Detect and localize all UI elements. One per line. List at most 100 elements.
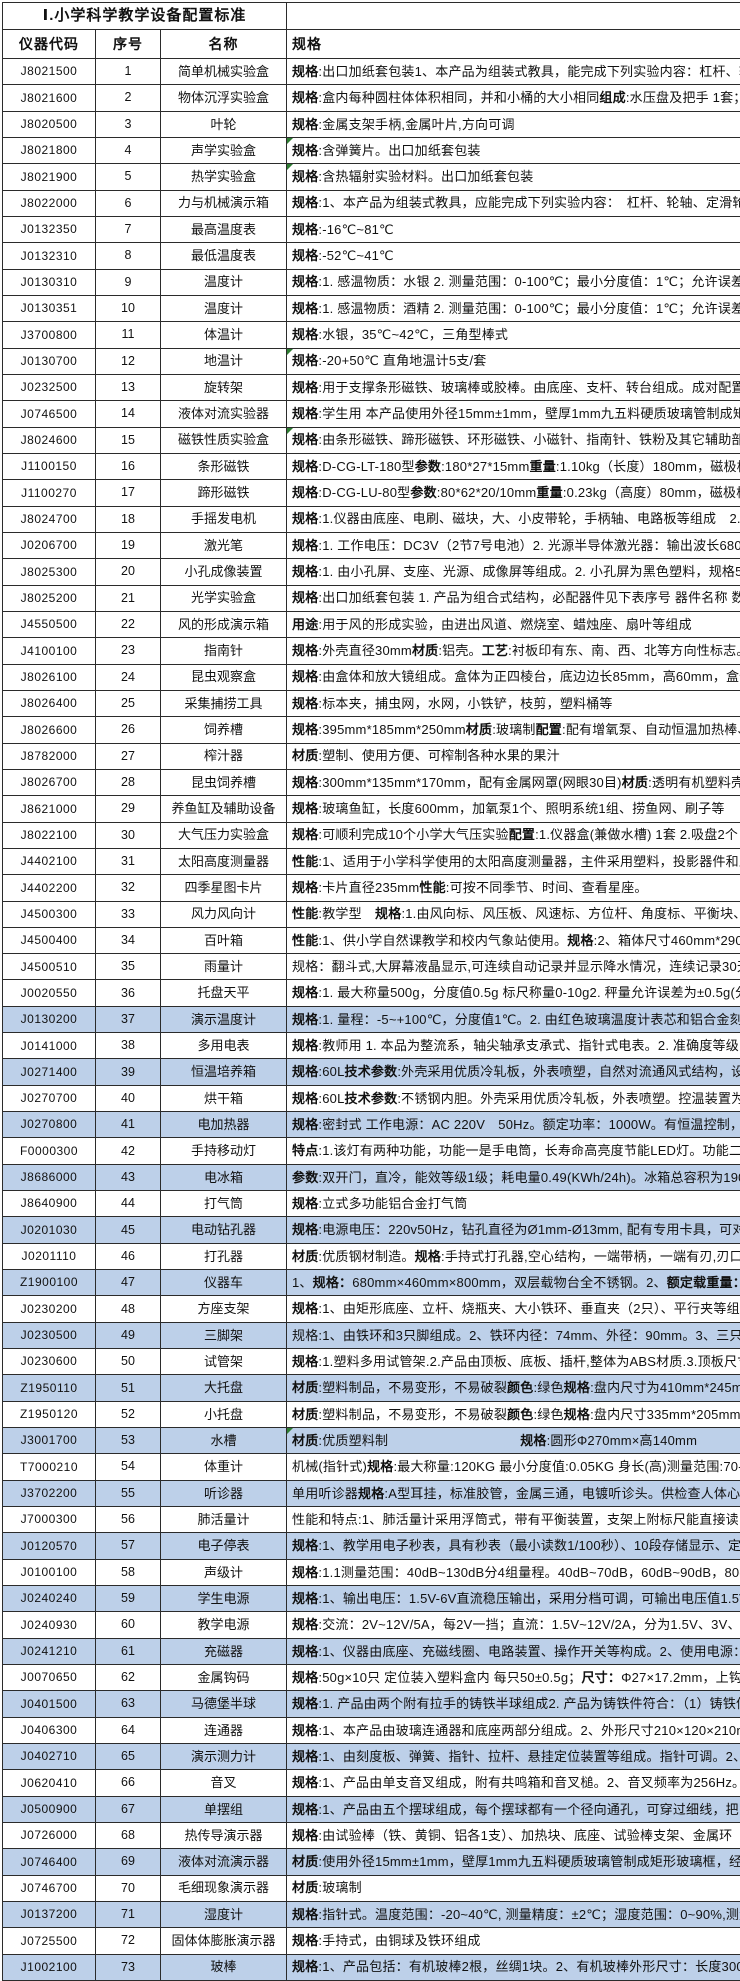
spec-cell: 材质:塑料制品，不易变形，不易破裂 颜色:绿色 规格:盘内尺寸为410mm*24… [292,1380,740,1396]
spec-cell: 规格:60L 技术参数:外壳采用优质冷轧板，外表喷塑，自然对流通风式结构，设有 [292,1064,740,1080]
instrument-code-cell: J0270800 [3,1112,96,1138]
table-row: J4550500 22 风的形成演示箱 用途:用于风的形成实验，由进出风道、燃烧室、蜡… [3,611,740,639]
instrument-code-cell: J0746500 [3,401,96,427]
instrument-code-cell: J1100270 [3,480,96,506]
serial-number-cell: 1 [96,59,161,85]
table-row: J0130200 37 演示温度计 规格:1. 量程：-5~+100℃，分度值1℃。2… [3,1006,740,1034]
serial-number-cell: 37 [96,1006,161,1033]
spec-cell: 规格:1. 最大称量500g，分度值0.5g 标尺称量0-10g2. 秤量允许误… [292,985,740,1001]
spec-cell: 规格:1.塑料多用试管架.2.产品由顶板、底板、插杆,整体为ABS材质.3.顶板… [292,1353,740,1369]
table-row: J8640900 44 打气筒 规格:立式多功能铝合金打气筒 [3,1191,740,1218]
instrument-code-cell: J4500510 [3,954,96,980]
equipment-name-cell: 地温计 [161,348,287,374]
instrument-code-cell: J8026600 [3,717,96,743]
equipment-name-cell: 风的形成演示箱 [161,611,287,638]
spec-cell: 性能:1、适用于小学科学使用的太阳高度测量器，主件采用塑料，投影器件和立杆 [292,853,740,869]
spec-cell: 规格:1、仪器由底座、充磁线圈、电路装置、操作开关等构成。2、使用电源：交流 [292,1643,740,1659]
equipment-name-cell: 体重计 [161,1454,287,1480]
spec-cell: 规格:1. 产品由两个附有拉手的铸铁半球组成2. 产品为铸铁件符合：（1）铸铁件 [292,1696,740,1712]
table-row: J0230500 49 三脚架 规格:1、由铁环和3只脚组成。2、铁环内径：74mm、… [3,1322,740,1350]
equipment-name-cell: 昆虫观察盒 [161,664,287,690]
table-row: J8025200 21 光学实验盒 规格:出口加纸套包装 1. 产品为组合式结构，必配… [3,585,740,612]
table-row: J0402710 65 演示测力计 规格:1、由刻度板、弹簧、指针、拉杆、悬挂定位装置… [3,1744,740,1771]
serial-number-cell: 46 [96,1243,161,1270]
serial-number-cell: 20 [96,559,161,585]
serial-number-cell: 49 [96,1322,161,1349]
serial-number-cell: 29 [96,796,161,822]
comment-corner-icon [287,1428,293,1435]
table-row: J8026100 24 昆虫观察盒 规格:由盒体和放大镜组成。盒体为正四棱台，底边边长… [3,664,740,691]
table-row: J8022100 30 大气压力实验盒 规格:可顺利完成10个小学大气压实验 配置:1… [3,822,740,849]
spec-cell: 规格:1、产品包括：有机玻棒2根，丝绸1块。2、有机玻棒外形尺寸：长度300mm… [292,1959,740,1975]
spec-cell: 规格:由条形磁铁、蹄形磁铁、环形磁铁、小磁针、指南针、铁粉及其它辅助部件组 [287,427,740,453]
serial-number-cell: 70 [96,1875,161,1901]
equipment-name-cell: 液体对流演示器 [161,1849,287,1875]
serial-number-cell: 26 [96,717,161,743]
equipment-name-cell: 力与机械演示箱 [161,190,287,216]
column-header-spec: 规格 [292,35,322,52]
equipment-name-cell: 光学实验盒 [161,585,287,611]
spec-cell: 规格:立式多功能铝合金打气筒 [292,1195,468,1211]
serial-number-cell: 21 [96,585,161,611]
serial-number-cell: 38 [96,1033,161,1059]
instrument-code-cell: J0206700 [3,532,96,559]
table-row: J1002100 73 玻棒 规格:1、产品包括：有机玻棒2根，丝绸1块。2、有机玻棒… [3,1954,740,1981]
serial-number-cell: 44 [96,1191,161,1217]
spec-cell: 规格:1.仪器由底座、电刷、磁块，大、小皮带轮，手柄轴、电路板等组成 2.输出 [292,511,740,527]
serial-number-cell: 72 [96,1928,161,1954]
serial-number-cell: 62 [96,1665,161,1691]
instrument-code-cell: J0270700 [3,1085,96,1112]
spec-cell: 规格:1、本产品为组装式教具，应能完成下列实验内容： 杠杆、轮轴、定滑轮、动 [292,195,740,211]
serial-number-cell: 10 [96,295,161,322]
comment-corner-icon [287,427,293,434]
instrument-code-cell: J0240240 [3,1586,96,1612]
instrument-code-cell: J8022100 [3,822,96,848]
table-row: J0232500 13 旋转架 规格:用于支撑条形磁铁、玻璃棒或胶棒。由底座、支杆、转… [3,374,740,402]
spec-cell: 机械(指针式) 规格:最大称量:120KG 最小分度值:0.05KG 身长(高)… [292,1459,740,1475]
equipment-name-cell: 风力风向计 [161,901,287,927]
spec-cell: 规格:1.1测量范围：40dB~130dB分4组量程。40dB~70dB，60d… [292,1564,740,1580]
instrument-code-cell: J7000300 [3,1507,96,1533]
instrument-code-cell: J4402200 [3,875,96,901]
serial-number-cell: 67 [96,1796,161,1822]
instrument-code-cell: J0230600 [3,1349,96,1375]
equipment-name-cell: 教学电源 [161,1612,287,1638]
serial-number-cell: 18 [96,506,161,532]
table-row: J4500400 34 百叶箱 性能:1、供小学自然课教学和校内气象站使用。 规格:2、… [3,927,740,955]
equipment-name-cell: 仪器车 [161,1270,287,1296]
spec-cell: 规格:1. 感温物质：水银 2. 测量范围：0-100℃；最小分度值：1℃；允许… [292,274,740,290]
spec-cell: 规格:D-CG-LT-180型 参数:180*27*15mm 重量:1.10kg… [292,458,740,474]
spec-cell: 材质:优质钢材制造。 规格:手持式打孔器,空心结构，一端带柄，一端有刃,刃口平 [292,1248,740,1264]
equipment-name-cell: 玻棒 [161,1954,287,1980]
instrument-code-cell: J8621000 [3,796,96,822]
spec-cell: 规格:出口加纸套包装1、本产品为组装式教具，能完成下列实验内容：杠杆、轮轴、定滑 [292,63,740,79]
serial-number-cell: 71 [96,1901,161,1928]
spec-cell: 规格:-52℃~41℃ [292,248,394,264]
spec-cell: 1、 规格： 680mm×460mm×800mm，双层载物台全不锈钢。2、 额定载重量… [292,1274,740,1290]
table-row: F0000300 42 手持移动灯 特点:1.该灯有两种功能，功能一是手电筒，长寿命高… [3,1138,740,1165]
table-header-row: 仪器代码 序号 名称 规格 [3,30,740,59]
equipment-name-cell: 托盘天平 [161,980,287,1006]
instrument-code-cell: J0132310 [3,243,96,269]
equipment-name-cell: 手摇发电机 [161,506,287,532]
table-row: J0240930 60 教学电源 规格:交流：2V~12V/5A，每2V一挡；直流：1… [3,1612,740,1639]
equipment-name-cell: 最高温度表 [161,216,287,243]
serial-number-cell: 58 [96,1559,161,1586]
serial-number-cell: 25 [96,690,161,717]
page-title: Ⅰ.小学科学教学设备配置标准 [3,3,287,29]
spec-cell: 性能和特点:1、肺活量计采用浮筒式，带有平衡装置，支架上附标尺能直接读出肺活 [292,1511,740,1527]
equipment-name-cell: 电冰箱 [161,1164,287,1191]
spec-cell: 规格:含热辐射实验材料。出口加纸套包装 [287,164,740,189]
spec-cell: 规格:395mm*185mm*250mm 材质:玻璃制 配置:配有增氧泵、自动恒… [292,722,740,738]
equipment-name-cell: 太阳高度测量器 [161,848,287,875]
table-row: J0500900 67 单摆组 规格:1、产品由五个摆球组成，每个摆球都有一个径向通孔… [3,1796,740,1823]
serial-number-cell: 66 [96,1770,161,1796]
instrument-code-cell: J0725500 [3,1928,96,1954]
table-row: J0406300 64 连通器 规格:1、本产品由玻璃连通器和底座两部分组成。2、外形… [3,1717,740,1744]
equipment-name-cell: 湿度计 [161,1901,287,1928]
instrument-code-cell: J3702200 [3,1480,96,1507]
instrument-code-cell: J8024600 [3,427,96,453]
serial-number-cell: 65 [96,1744,161,1770]
instrument-code-cell: J8024700 [3,506,96,532]
instrument-code-cell: J8026400 [3,690,96,717]
